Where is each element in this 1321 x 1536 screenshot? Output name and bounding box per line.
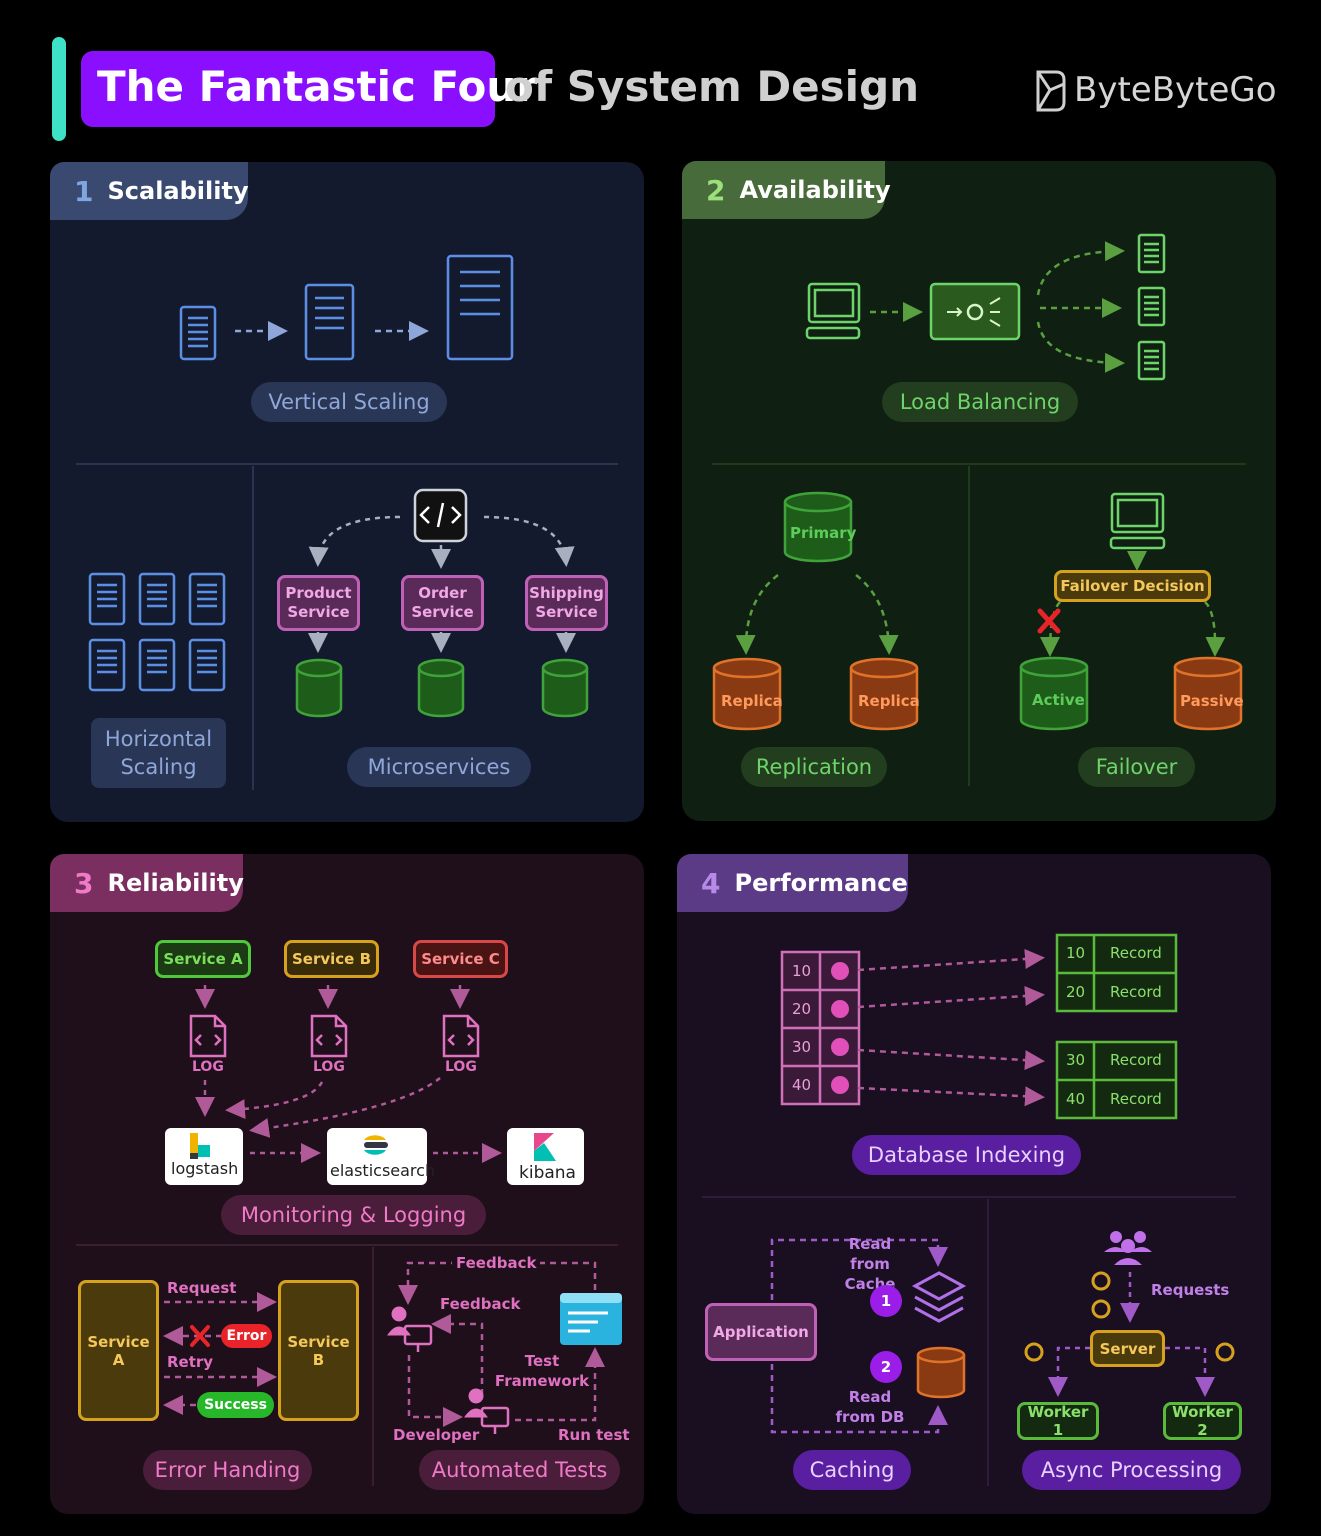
- accent-bar: [52, 37, 66, 141]
- read-from-cache-label: Read from Cache: [828, 1235, 912, 1293]
- feedback-top-label: Feedback: [452, 1254, 541, 1272]
- record-value: Record: [1110, 983, 1162, 1001]
- replica-label-1: Replica: [721, 692, 783, 710]
- step-2-badge: 2: [870, 1351, 902, 1383]
- error-badge: Error: [221, 1324, 272, 1348]
- section-title: Performance: [734, 869, 908, 897]
- worker-1-box: Worker 1: [1017, 1402, 1099, 1440]
- service-c-box: Service C: [413, 940, 508, 978]
- section-title: Scalability: [107, 177, 249, 205]
- index-key-40: 40: [792, 1076, 812, 1094]
- availability-panel: 2 Availability: [682, 161, 1276, 821]
- scalability-tab: 1 Scalability: [50, 162, 249, 220]
- page-title-highlight: The Fantastic Four: [97, 62, 537, 111]
- record-key: 40: [1066, 1090, 1086, 1108]
- server-box: Server: [1090, 1330, 1165, 1367]
- eh-service-a-box: Service A: [78, 1280, 159, 1421]
- order-service-box: Order Service: [401, 575, 484, 631]
- section-number: 2: [706, 173, 726, 207]
- brand-name: ByteByteGo: [1074, 70, 1277, 110]
- primary-label: Primary: [790, 524, 857, 542]
- application-box: Application: [705, 1303, 817, 1361]
- section-number: 4: [701, 866, 721, 900]
- horizontal-scaling-label: Horizontal Scaling: [91, 718, 226, 788]
- section-number: 3: [74, 866, 94, 900]
- eh-service-b-box: Service B: [278, 1280, 359, 1421]
- replication-label: Replication: [741, 747, 887, 787]
- service-a-box: Service A: [155, 940, 251, 978]
- performance-tab: 4 Performance: [677, 854, 908, 912]
- failover-label: Failover: [1078, 747, 1195, 787]
- kibana-label: kibana: [519, 1163, 576, 1183]
- success-badge: Success: [197, 1392, 274, 1418]
- worker-2-box: Worker 2: [1163, 1402, 1242, 1440]
- read-from-db-label: Read from DB: [828, 1387, 912, 1427]
- log-label-2: LOG: [313, 1059, 345, 1075]
- passive-label: Passive: [1180, 692, 1244, 710]
- active-label: Active: [1032, 691, 1085, 709]
- availability-tab: 2 Availability: [682, 161, 891, 219]
- retry-label: Retry: [167, 1353, 214, 1371]
- database-indexing-label: Database Indexing: [852, 1135, 1081, 1175]
- record-key: 30: [1066, 1051, 1086, 1069]
- index-key-10: 10: [792, 962, 812, 980]
- shipping-service-box: Shipping Service: [525, 575, 608, 631]
- record-key: 20: [1066, 983, 1086, 1001]
- elasticsearch-label: elasticsearch: [330, 1161, 436, 1180]
- automated-tests-label: Automated Tests: [419, 1450, 620, 1490]
- log-label-3: LOG: [445, 1059, 477, 1075]
- test-framework-label: Test Framework: [494, 1352, 590, 1390]
- title-highlight-box: [81, 51, 495, 127]
- async-processing-label: Async Processing: [1022, 1450, 1241, 1490]
- vertical-scaling-label: Vertical Scaling: [251, 382, 447, 422]
- record-value: Record: [1110, 944, 1162, 962]
- logstash-label: logstash: [171, 1159, 239, 1178]
- index-key-20: 20: [792, 1000, 812, 1018]
- error-handling-label: Error Handing: [143, 1450, 312, 1490]
- microservices-label: Microservices: [347, 747, 531, 787]
- monitoring-logging-label: Monitoring & Logging: [221, 1195, 486, 1235]
- service-b-box: Service B: [284, 940, 379, 978]
- index-key-30: 30: [792, 1038, 812, 1056]
- load-balancing-label: Load Balancing: [882, 382, 1078, 422]
- section-title: Availability: [739, 176, 891, 204]
- requests-label: Requests: [1151, 1281, 1230, 1299]
- section-title: Reliability: [107, 869, 244, 897]
- brand-logo-icon: [1036, 70, 1066, 112]
- failover-decision-box: Failover Decision: [1054, 570, 1211, 602]
- reliability-tab: 3 Reliability: [50, 854, 244, 912]
- run-test-label: Run test: [558, 1426, 630, 1444]
- step-1-badge: 1: [870, 1285, 902, 1317]
- developer-label: Developer: [393, 1426, 480, 1444]
- request-label: Request: [167, 1279, 237, 1297]
- record-key: 10: [1066, 944, 1086, 962]
- page-title-rest: of System Design: [505, 62, 920, 111]
- product-service-box: Product Service: [277, 575, 360, 631]
- caching-label: Caching: [793, 1450, 911, 1490]
- replica-label-2: Replica: [858, 692, 920, 710]
- feedback-mid-label: Feedback: [440, 1295, 521, 1313]
- section-number: 1: [74, 174, 94, 208]
- log-label-1: LOG: [192, 1059, 224, 1075]
- record-value: Record: [1110, 1090, 1162, 1108]
- record-value: Record: [1110, 1051, 1162, 1069]
